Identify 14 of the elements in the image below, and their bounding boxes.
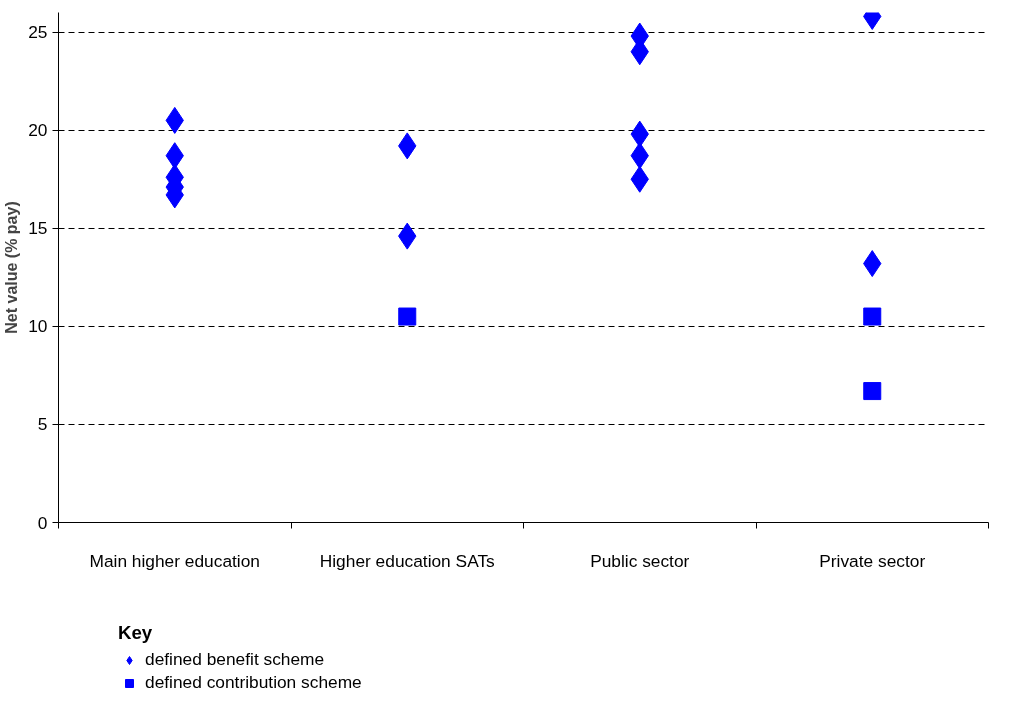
y-tick-label: 20	[28, 120, 48, 141]
legend-title: Key	[118, 622, 154, 644]
x-tick-label: Public sector	[590, 550, 690, 571]
legend-label: defined benefit scheme	[145, 649, 325, 670]
y-tick-label: 0	[37, 512, 48, 533]
x-tick-label: Private sector	[819, 550, 926, 571]
y-tick-label: 25	[28, 22, 48, 43]
y-tick-label: 10	[28, 316, 48, 337]
legend-label: defined contribution scheme	[145, 672, 362, 693]
x-tick-label: Main higher education	[89, 550, 261, 571]
y-tick-label: 5	[37, 414, 48, 435]
y-tick-label: 15	[28, 218, 48, 239]
y-axis-title: Net value (% pay)	[3, 201, 21, 334]
x-tick-label: Higher education SATs	[319, 550, 496, 571]
